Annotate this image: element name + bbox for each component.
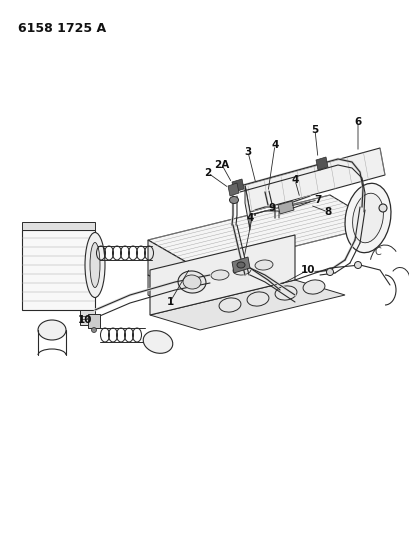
Polygon shape (245, 185, 249, 230)
Polygon shape (88, 314, 100, 328)
Ellipse shape (344, 183, 390, 253)
Ellipse shape (182, 275, 200, 289)
Ellipse shape (302, 280, 324, 294)
Polygon shape (148, 240, 200, 305)
Text: 4': 4' (246, 213, 257, 223)
Polygon shape (148, 195, 379, 270)
Ellipse shape (254, 260, 272, 270)
Text: 10: 10 (78, 315, 92, 325)
Text: 4: 4 (271, 140, 278, 150)
Text: 10: 10 (300, 265, 315, 275)
Text: 6: 6 (353, 117, 361, 127)
Ellipse shape (247, 292, 268, 306)
Polygon shape (80, 310, 95, 325)
Ellipse shape (91, 327, 96, 333)
Text: 2: 2 (204, 168, 211, 178)
Text: 5: 5 (310, 125, 318, 135)
Polygon shape (22, 230, 95, 310)
Text: 3: 3 (244, 147, 251, 157)
Polygon shape (277, 201, 293, 214)
Polygon shape (231, 257, 249, 273)
Ellipse shape (236, 262, 245, 268)
Text: C: C (374, 247, 380, 257)
Ellipse shape (378, 204, 386, 212)
Polygon shape (150, 235, 294, 315)
Ellipse shape (232, 265, 250, 275)
Ellipse shape (326, 269, 333, 276)
Text: 4: 4 (291, 175, 298, 185)
Ellipse shape (178, 271, 205, 293)
Polygon shape (245, 148, 384, 212)
Ellipse shape (143, 330, 172, 353)
Text: 9: 9 (268, 203, 275, 213)
Text: 7: 7 (314, 195, 321, 205)
Ellipse shape (85, 232, 105, 297)
Ellipse shape (211, 270, 228, 280)
Polygon shape (231, 179, 243, 192)
Text: 6158 1725 A: 6158 1725 A (18, 22, 106, 35)
Ellipse shape (274, 286, 296, 300)
Polygon shape (227, 183, 238, 196)
Ellipse shape (90, 243, 100, 287)
Polygon shape (148, 275, 200, 325)
Ellipse shape (352, 193, 382, 243)
Text: 2A: 2A (214, 160, 229, 170)
Text: 1: 1 (166, 297, 173, 307)
Ellipse shape (354, 262, 361, 269)
Ellipse shape (218, 298, 240, 312)
Ellipse shape (38, 320, 66, 340)
Polygon shape (22, 222, 95, 230)
Ellipse shape (229, 197, 238, 204)
Polygon shape (315, 157, 327, 170)
Text: 8: 8 (324, 207, 331, 217)
Polygon shape (150, 280, 344, 330)
